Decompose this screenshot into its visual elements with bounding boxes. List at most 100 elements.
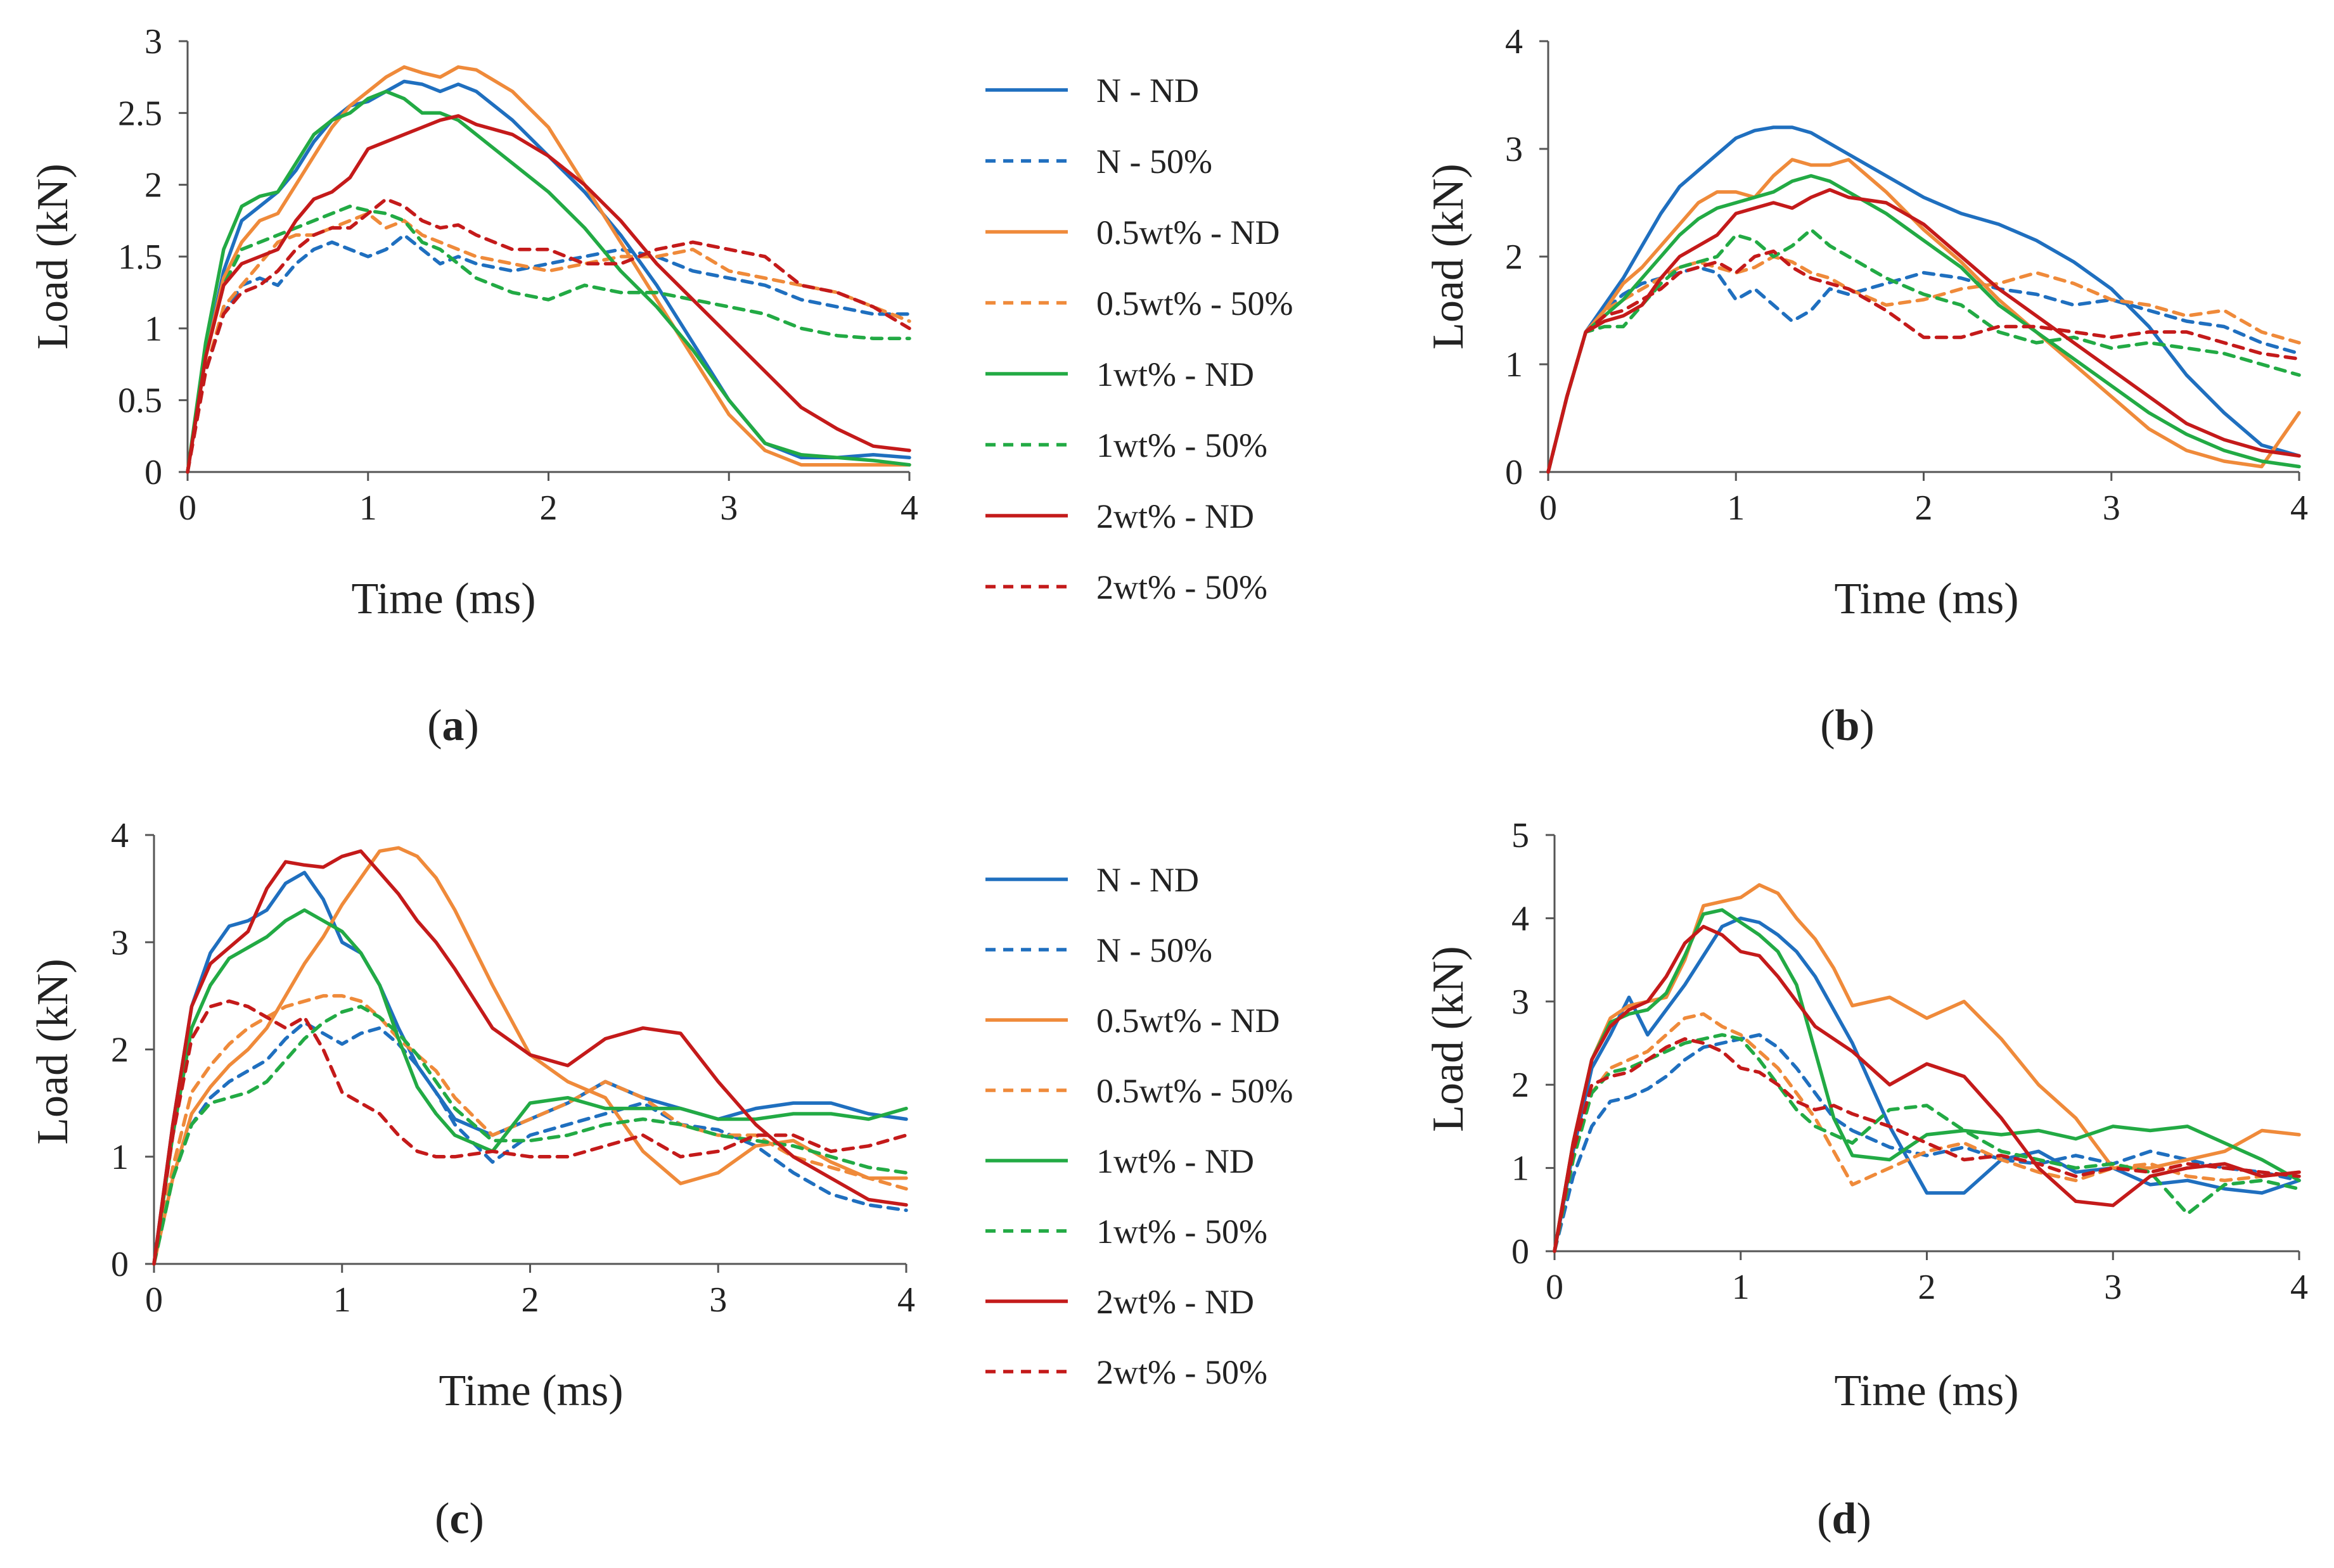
y-axis-label: Load (kN) (29, 163, 77, 350)
panel-label: (a) (427, 701, 479, 750)
x-tick-label: 1 (333, 1280, 351, 1320)
series-line-1wt-nd (1546, 174, 2301, 474)
x-tick-label: 0 (1546, 1268, 1563, 1307)
y-tick-label: 2 (144, 166, 162, 205)
series-line-2wt-nd (152, 849, 908, 1266)
y-axis-label: Load (kN) (29, 959, 77, 1145)
y-tick-label: 1 (111, 1138, 129, 1177)
y-tick-label: 1.5 (118, 238, 162, 277)
legend-label: 0.5wt% - ND (1096, 1002, 1279, 1040)
y-tick-label: 0 (144, 453, 162, 492)
x-axis-label: Time (ms) (1834, 575, 2018, 623)
series-line-2wt-50- (1546, 249, 2301, 474)
x-tick-label: 1 (359, 488, 377, 528)
legend-label: 0.5wt% - ND (1096, 214, 1279, 252)
y-axis-label: Load (kN) (1424, 946, 1473, 1132)
series-line-1wt-50- (186, 204, 911, 474)
series-line-2wt-nd (186, 114, 911, 474)
series-line-n-50- (152, 1021, 908, 1266)
series-line-0-5wt-50- (152, 994, 908, 1266)
x-tick-label: 0 (1539, 488, 1557, 528)
series-line-1wt-nd (1553, 908, 2301, 1253)
x-axis-label: Time (ms) (1834, 1367, 2018, 1415)
y-tick-label: 2 (1505, 238, 1523, 277)
legend-label: 1wt% - 50% (1096, 1213, 1267, 1251)
x-tick-label: 3 (2103, 488, 2120, 528)
series-line-2wt-50- (1553, 1037, 2301, 1253)
x-tick-label: 4 (2290, 1268, 2308, 1307)
x-tick-label: 3 (709, 1280, 727, 1320)
x-tick-label: 4 (897, 1280, 915, 1320)
x-tick-label: 1 (1732, 1268, 1750, 1307)
panel-label: (c) (435, 1495, 484, 1543)
x-tick-label: 0 (145, 1280, 163, 1320)
x-tick-label: 1 (1727, 488, 1745, 528)
y-tick-label: 5 (1511, 816, 1529, 855)
x-tick-label: 0 (179, 488, 196, 528)
y-tick-label: 1 (144, 309, 162, 348)
y-tick-label: 3 (144, 22, 162, 61)
series-line-n-50- (186, 233, 911, 474)
y-tick-label: 0 (111, 1245, 129, 1284)
y-tick-label: 3 (111, 923, 129, 962)
x-tick-label: 2 (522, 1280, 539, 1320)
legend-label: 1wt% - 50% (1096, 426, 1267, 464)
series-line-n-nd (1553, 916, 2301, 1253)
x-axis-label: Time (ms) (351, 575, 535, 623)
legend-label: N - ND (1096, 861, 1199, 899)
series-line-0-5wt-nd (186, 65, 911, 474)
legend-label: 0.5wt% - 50% (1096, 1072, 1293, 1110)
y-tick-label: 4 (1511, 899, 1529, 938)
legend-label: N - ND (1096, 72, 1199, 110)
legend-label: 1wt% - ND (1096, 355, 1254, 393)
y-tick-label: 1 (1505, 345, 1523, 385)
legend-label: 2wt% - 50% (1096, 568, 1267, 606)
x-tick-label: 2 (540, 488, 558, 528)
x-axis-label: Time (ms) (439, 1367, 623, 1415)
series-line-2wt-50- (152, 999, 908, 1266)
y-tick-label: 1 (1511, 1149, 1529, 1189)
x-tick-label: 3 (2104, 1268, 2122, 1307)
legend-label: N - 50% (1096, 143, 1212, 181)
legend-label: 2wt% - 50% (1096, 1353, 1267, 1391)
series-line-0-5wt-50- (1546, 255, 2301, 474)
legend: N - ND N - 50% 0.5wt% - ND 0.5wt% - 50% 1wt%… (985, 72, 1293, 606)
y-tick-label: 2 (111, 1031, 129, 1070)
series-line-2wt-50- (186, 197, 911, 474)
legend-label: N - 50% (1096, 931, 1212, 969)
y-tick-label: 3 (1511, 983, 1529, 1022)
x-tick-label: 3 (720, 488, 738, 528)
y-tick-label: 0.5 (118, 381, 162, 421)
series-line-2wt-nd (1546, 188, 2301, 474)
series-line-n-nd (152, 870, 908, 1266)
series-line-n-50- (1553, 1033, 2301, 1253)
y-tick-label: 0 (1505, 453, 1523, 492)
legend-label: 0.5wt% - 50% (1096, 284, 1293, 322)
chart-panel-a: 0 1 2 3 4 0 0.5 1 1.5 2 2.5 3 Time (ms) Load (kN) (a) N… (29, 22, 1293, 750)
x-tick-label: 2 (1918, 1268, 1936, 1307)
legend-label: 2wt% - ND (1096, 1283, 1254, 1321)
series-line-n-nd (186, 79, 911, 474)
y-tick-label: 2 (1511, 1066, 1529, 1105)
legend-label: 1wt% - ND (1096, 1142, 1254, 1180)
y-tick-label: 0 (1511, 1232, 1529, 1272)
y-axis-label: Load (kN) (1424, 163, 1473, 350)
y-tick-label: 2.5 (118, 94, 162, 133)
series-line-1wt-nd (152, 908, 908, 1266)
panel-label: (d) (1817, 1495, 1871, 1543)
legend: N - ND N - 50% 0.5wt% - ND 0.5wt% - 50% 1wt%… (985, 861, 1293, 1391)
series-line-0-5wt-nd (1553, 883, 2301, 1253)
x-tick-label: 4 (901, 488, 918, 528)
y-tick-label: 4 (111, 816, 129, 855)
series-line-0-5wt-nd (152, 846, 908, 1266)
x-tick-label: 4 (2290, 488, 2308, 528)
x-tick-label: 2 (1915, 488, 1933, 528)
series-line-1wt-50- (1553, 1033, 2301, 1253)
y-tick-label: 3 (1505, 130, 1523, 169)
chart-panel-d: 0 1 2 3 4 0 1 2 3 4 5 Time (ms) Load (kN) (d) (1424, 816, 2308, 1543)
series-line-1wt-50- (1546, 227, 2301, 474)
y-tick-label: 4 (1505, 22, 1523, 61)
series-line-0-5wt-nd (1546, 158, 2301, 474)
